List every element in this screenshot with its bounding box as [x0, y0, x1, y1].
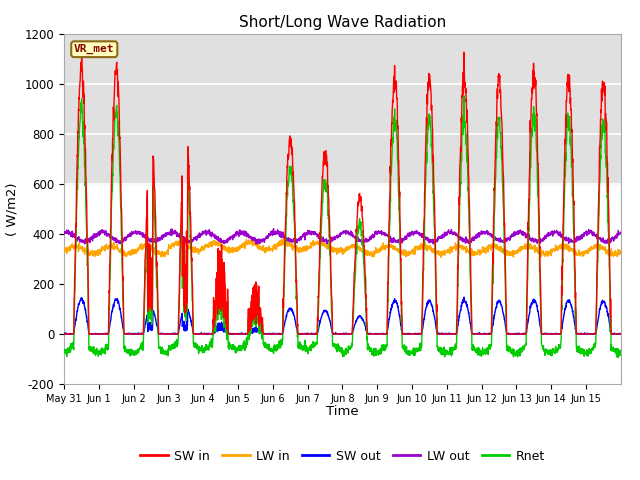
Title: Short/Long Wave Radiation: Short/Long Wave Radiation — [239, 15, 446, 30]
Y-axis label: ( W/m2): ( W/m2) — [6, 182, 19, 236]
LW out — [510, 229, 518, 235]
Text: VR_met: VR_met — [74, 44, 115, 54]
LW out — [116, 240, 124, 245]
SW out — [617, 331, 625, 337]
SW out — [116, 305, 124, 311]
SW in — [236, 331, 244, 337]
LW in — [236, 247, 244, 252]
SW in — [609, 331, 617, 337]
Rnet — [609, 347, 617, 352]
SW in — [617, 331, 625, 337]
LW in — [279, 236, 287, 242]
X-axis label: Time: Time — [326, 405, 358, 418]
Rnet — [614, 354, 622, 360]
LW in — [617, 249, 625, 254]
LW out — [236, 230, 244, 236]
SW out — [510, 331, 518, 337]
LW out — [60, 231, 68, 237]
Rnet — [510, 350, 518, 356]
LW out — [617, 229, 625, 235]
Line: LW in: LW in — [64, 239, 621, 257]
LW in — [609, 252, 617, 257]
SW out — [376, 331, 384, 336]
SW out — [609, 331, 617, 336]
LW in — [437, 254, 445, 260]
LW out — [252, 241, 260, 247]
SW out — [61, 331, 68, 337]
SW in — [60, 331, 68, 337]
Line: Rnet: Rnet — [64, 96, 621, 357]
SW out — [542, 331, 550, 337]
Legend: SW in, LW in, SW out, LW out, Rnet: SW in, LW in, SW out, LW out, Rnet — [135, 444, 550, 468]
LW in — [116, 249, 124, 254]
Rnet — [376, 348, 383, 354]
Rnet — [460, 93, 468, 99]
Rnet — [116, 169, 124, 175]
LW out — [542, 236, 550, 241]
Line: SW in: SW in — [64, 52, 621, 334]
Bar — [64, 34, 621, 184]
Rnet — [236, 348, 244, 353]
SW in — [376, 331, 383, 337]
LW in — [376, 249, 384, 255]
SW in — [541, 331, 549, 337]
LW out — [376, 230, 384, 236]
Line: SW out: SW out — [64, 297, 621, 334]
SW in — [510, 331, 518, 337]
LW out — [609, 236, 617, 241]
LW in — [542, 252, 550, 257]
SW in — [460, 49, 468, 55]
SW out — [60, 331, 68, 337]
Line: LW out: LW out — [64, 228, 621, 244]
Rnet — [60, 348, 68, 354]
LW in — [60, 249, 68, 254]
LW out — [269, 226, 277, 231]
Rnet — [617, 350, 625, 356]
SW out — [460, 294, 468, 300]
LW in — [510, 250, 518, 255]
SW out — [236, 331, 244, 336]
Rnet — [541, 350, 549, 356]
SW in — [116, 136, 124, 142]
